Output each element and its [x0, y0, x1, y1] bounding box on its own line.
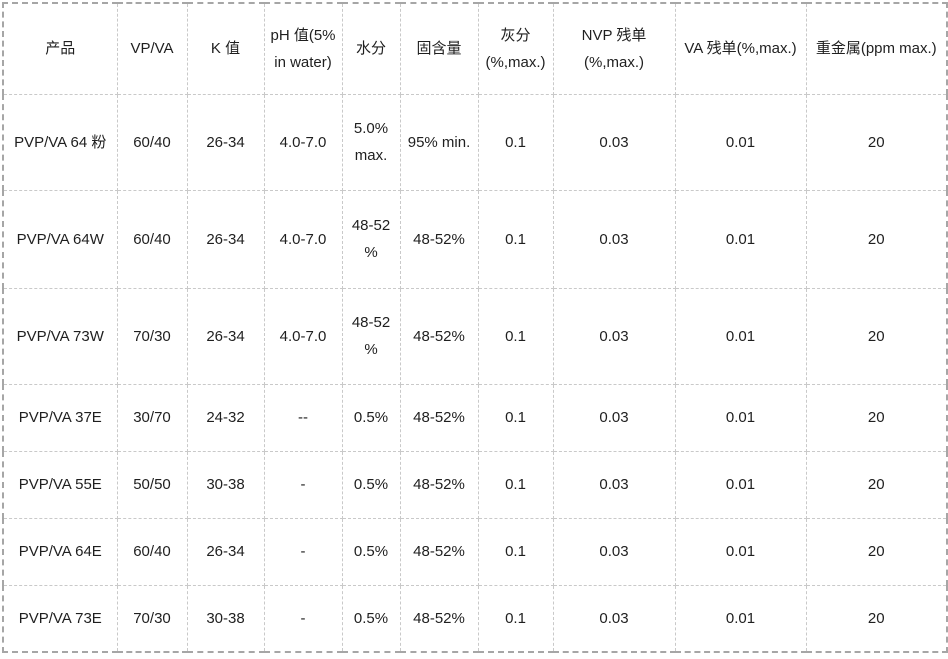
table-cell: 20	[805, 584, 948, 653]
table-cell: 0.03	[552, 584, 676, 653]
column-header-solid-content: 固含量	[399, 2, 479, 95]
table-cell: 48-52%	[399, 584, 479, 653]
table-cell: 0.01	[674, 287, 807, 385]
table-row: PVP/VA 37E 30/70 24-32 -- 0.5% 48-52% 0.…	[2, 383, 948, 452]
table-cell: 0.1	[477, 189, 554, 289]
table-cell: 0.01	[674, 517, 807, 586]
table-row: PVP/VA 73E 70/30 30-38 - 0.5% 48-52% 0.1…	[2, 584, 948, 653]
table-cell: 60/40	[116, 189, 188, 289]
table-cell: 4.0-7.0	[263, 93, 343, 191]
table-cell: 5.0% max.	[341, 93, 401, 191]
table-cell: PVP/VA 64W	[2, 189, 118, 289]
table-cell: 70/30	[116, 287, 188, 385]
column-header-nvp-residual: NVP 残单 (%,max.)	[552, 2, 676, 95]
column-header-ash: 灰分 (%,max.)	[477, 2, 554, 95]
table-cell: 60/40	[116, 517, 188, 586]
table-cell: 0.1	[477, 383, 554, 452]
table-cell: PVP/VA 37E	[2, 383, 118, 452]
table-cell: 0.1	[477, 287, 554, 385]
table-cell: 4.0-7.0	[263, 189, 343, 289]
table-cell: 0.1	[477, 93, 554, 191]
table-cell: 0.5%	[341, 584, 401, 653]
table-cell: 60/40	[116, 93, 188, 191]
table-cell: 0.5%	[341, 517, 401, 586]
table-cell: 20	[805, 517, 948, 586]
table-cell: 0.03	[552, 93, 676, 191]
table-cell: 0.01	[674, 383, 807, 452]
table-cell: PVP/VA 64E	[2, 517, 118, 586]
table-cell: 0.03	[552, 287, 676, 385]
column-header-vpva: VP/VA	[116, 2, 188, 95]
table-cell: 70/30	[116, 584, 188, 653]
column-header-ph: pH 值(5% in water)	[263, 2, 343, 95]
table-cell: 48-52%	[399, 517, 479, 586]
table-cell: 20	[805, 189, 948, 289]
table-cell: 30/70	[116, 383, 188, 452]
table-cell: 48-52%	[399, 189, 479, 289]
table-cell: -	[263, 517, 343, 586]
table-cell: -	[263, 584, 343, 653]
table-cell: 50/50	[116, 450, 188, 519]
table-header-row: 产品 VP/VA K 值 pH 值(5% in water) 水分 固含量 灰分…	[2, 2, 948, 95]
table-cell: 0.01	[674, 450, 807, 519]
table-cell: 0.03	[552, 450, 676, 519]
table-cell: --	[263, 383, 343, 452]
table-cell: 26-34	[186, 517, 265, 586]
table-cell: 48-52%	[399, 450, 479, 519]
table-cell: PVP/VA 73E	[2, 584, 118, 653]
table-cell: PVP/VA 64 粉	[2, 93, 118, 191]
table-cell: 30-38	[186, 584, 265, 653]
table-cell: 48-52 %	[341, 287, 401, 385]
table-cell: 48-52%	[399, 383, 479, 452]
table-cell: 0.5%	[341, 383, 401, 452]
table-cell: PVP/VA 73W	[2, 287, 118, 385]
table-cell: 0.01	[674, 93, 807, 191]
column-header-va-residual: VA 残单(%,max.)	[674, 2, 807, 95]
table-cell: -	[263, 450, 343, 519]
column-header-heavy-metals: 重金属(ppm max.)	[805, 2, 948, 95]
table-cell: 20	[805, 287, 948, 385]
table-cell: 95% min.	[399, 93, 479, 191]
column-header-product: 产品	[2, 2, 118, 95]
table-cell: 0.03	[552, 383, 676, 452]
table-cell: 0.1	[477, 517, 554, 586]
table-row: PVP/VA 55E 50/50 30-38 - 0.5% 48-52% 0.1…	[2, 450, 948, 519]
table-row: PVP/VA 64 粉 60/40 26-34 4.0-7.0 5.0% max…	[2, 93, 948, 191]
table-cell: 20	[805, 450, 948, 519]
column-header-kvalue: K 值	[186, 2, 265, 95]
table-cell: 24-32	[186, 383, 265, 452]
table-cell: 26-34	[186, 189, 265, 289]
table-cell: 48-52 %	[341, 189, 401, 289]
table-cell: 0.1	[477, 584, 554, 653]
table-cell: 30-38	[186, 450, 265, 519]
table-cell: 26-34	[186, 93, 265, 191]
table-cell: 0.01	[674, 189, 807, 289]
table-cell: 0.5%	[341, 450, 401, 519]
table-cell: 0.1	[477, 450, 554, 519]
table-cell: 0.01	[674, 584, 807, 653]
table-row: PVP/VA 64E 60/40 26-34 - 0.5% 48-52% 0.1…	[2, 517, 948, 586]
table-cell: 20	[805, 383, 948, 452]
table-cell: 0.03	[552, 189, 676, 289]
table-cell: 20	[805, 93, 948, 191]
table-cell: PVP/VA 55E	[2, 450, 118, 519]
table-row: PVP/VA 73W 70/30 26-34 4.0-7.0 48-52 % 4…	[2, 287, 948, 385]
table-cell: 4.0-7.0	[263, 287, 343, 385]
table-cell: 26-34	[186, 287, 265, 385]
column-header-moisture: 水分	[341, 2, 401, 95]
table-cell: 48-52%	[399, 287, 479, 385]
table-row: PVP/VA 64W 60/40 26-34 4.0-7.0 48-52 % 4…	[2, 189, 948, 289]
table-cell: 0.03	[552, 517, 676, 586]
